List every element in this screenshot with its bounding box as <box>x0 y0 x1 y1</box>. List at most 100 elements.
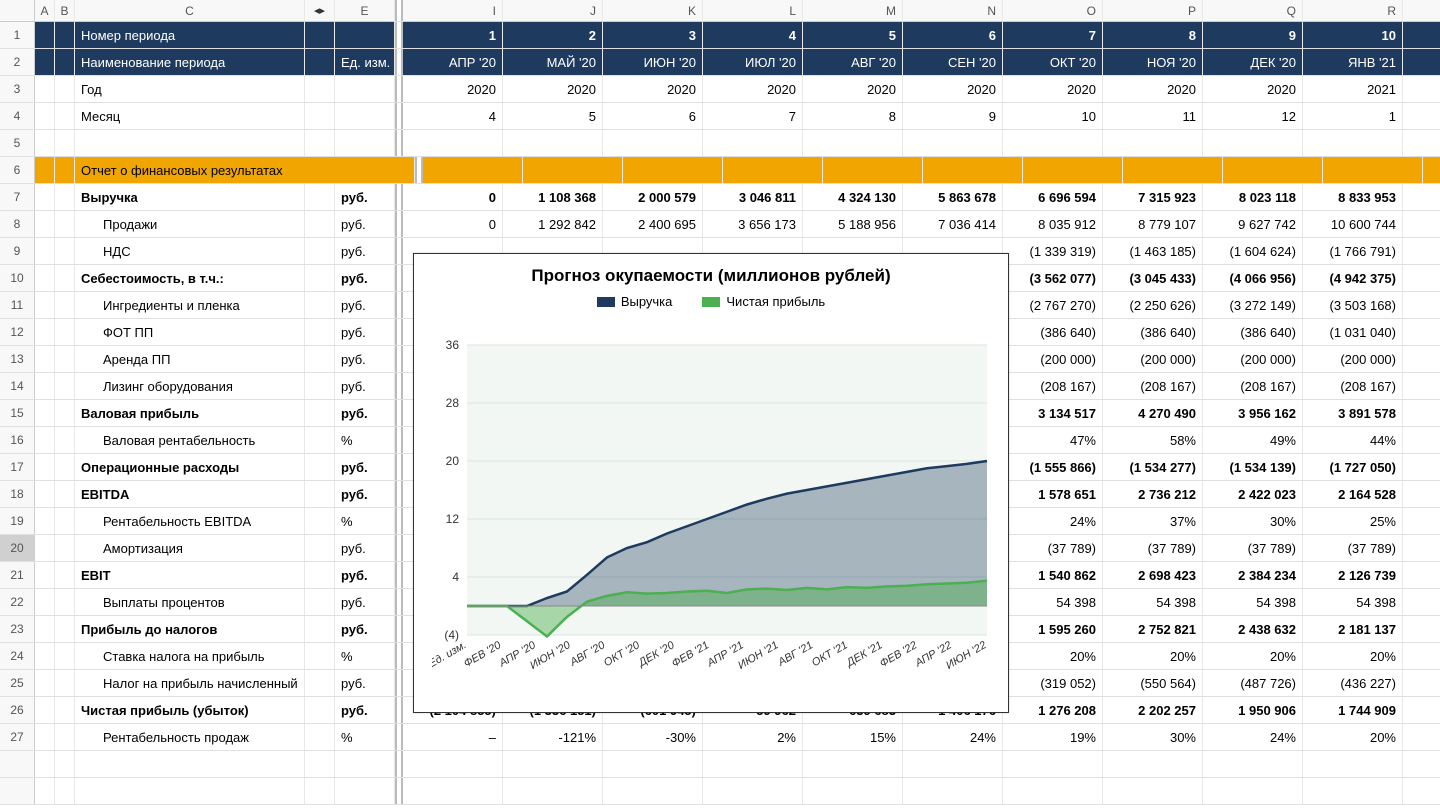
value-cell[interactable]: 20% <box>1303 724 1403 750</box>
cell[interactable] <box>55 697 75 723</box>
value-cell-overflow[interactable]: 1 4 <box>1403 481 1440 507</box>
value-cell[interactable]: (1 727 050) <box>1303 454 1403 480</box>
value-cell[interactable]: 30% <box>1103 724 1203 750</box>
row-number[interactable]: 16 <box>0 427 35 453</box>
cell[interactable] <box>55 643 75 669</box>
cell[interactable] <box>1023 157 1123 183</box>
row-number[interactable] <box>0 778 35 804</box>
value-cell-overflow[interactable] <box>1403 130 1440 156</box>
value-cell[interactable]: (3 045 433) <box>1103 265 1203 291</box>
row-number[interactable] <box>0 751 35 777</box>
period-header[interactable]: 1 <box>403 22 503 48</box>
row-number[interactable]: 22 <box>0 589 35 615</box>
value-cell[interactable]: 6 696 594 <box>1003 184 1103 210</box>
row-number[interactable]: 19 <box>0 508 35 534</box>
row-number[interactable]: 13 <box>0 346 35 372</box>
value-cell[interactable]: 5 188 956 <box>803 211 903 237</box>
value-cell[interactable]: 2 126 739 <box>1303 562 1403 588</box>
row-label[interactable]: ФОТ ПП <box>75 319 305 345</box>
cell[interactable] <box>1003 778 1103 804</box>
value-cell[interactable]: 2020 <box>403 76 503 102</box>
value-cell[interactable]: 3 656 173 <box>703 211 803 237</box>
value-cell[interactable]: 1 <box>1303 103 1403 129</box>
cell[interactable] <box>55 535 75 561</box>
value-cell-overflow[interactable]: (6 1 <box>1403 265 1440 291</box>
row-number[interactable]: 14 <box>0 373 35 399</box>
cell[interactable] <box>1323 157 1423 183</box>
row-number[interactable]: 12 <box>0 319 35 345</box>
cell[interactable] <box>1223 157 1323 183</box>
cell[interactable] <box>305 724 335 750</box>
row-label[interactable]: Ингредиенты и пленка <box>75 292 305 318</box>
value-cell[interactable]: 2020 <box>1203 76 1303 102</box>
value-cell[interactable]: 1 595 260 <box>1003 616 1103 642</box>
value-cell-overflow[interactable]: 1 5 <box>1403 697 1440 723</box>
col-header-B[interactable]: B <box>55 0 75 22</box>
cell[interactable] <box>35 724 55 750</box>
value-cell[interactable]: (208 167) <box>1003 373 1103 399</box>
value-cell[interactable]: 1 108 368 <box>503 184 603 210</box>
value-cell[interactable]: (1 339 319) <box>1003 238 1103 264</box>
value-cell[interactable]: 2 164 528 <box>1303 481 1403 507</box>
value-cell[interactable]: 2020 <box>903 76 1003 102</box>
value-cell-overflow[interactable] <box>1403 724 1440 750</box>
value-cell[interactable]: 30% <box>1203 508 1303 534</box>
row-label[interactable]: Выплаты процентов <box>75 589 305 615</box>
value-cell[interactable]: 37% <box>1103 508 1203 534</box>
value-cell[interactable]: (208 167) <box>1303 373 1403 399</box>
unit-cell[interactable]: руб. <box>335 400 395 426</box>
cell[interactable] <box>305 670 335 696</box>
value-cell[interactable]: (1 463 185) <box>1103 238 1203 264</box>
value-cell[interactable]: 24% <box>1003 508 1103 534</box>
col-header-L[interactable]: L <box>703 0 803 22</box>
cell[interactable] <box>903 778 1003 804</box>
cell[interactable] <box>35 562 55 588</box>
cell[interactable] <box>403 778 503 804</box>
value-cell-overflow[interactable]: 3 4 <box>1403 400 1440 426</box>
value-cell[interactable] <box>1203 130 1303 156</box>
value-cell[interactable]: 20% <box>1203 643 1303 669</box>
value-cell[interactable]: 24% <box>1203 724 1303 750</box>
value-cell-overflow[interactable]: 9 5 <box>1403 184 1440 210</box>
cell[interactable] <box>305 589 335 615</box>
cell[interactable] <box>305 778 335 804</box>
cell[interactable] <box>55 157 75 183</box>
cell[interactable] <box>55 373 75 399</box>
value-cell[interactable] <box>1303 130 1403 156</box>
value-cell[interactable]: 1 578 651 <box>1003 481 1103 507</box>
value-cell-overflow[interactable]: (2 <box>1403 346 1440 372</box>
cell[interactable] <box>603 751 703 777</box>
row-label[interactable]: Выручка <box>75 184 305 210</box>
cell[interactable] <box>723 157 823 183</box>
cell[interactable] <box>35 481 55 507</box>
cell[interactable] <box>55 427 75 453</box>
cell[interactable] <box>305 319 335 345</box>
value-cell[interactable]: 4 324 130 <box>803 184 903 210</box>
value-cell[interactable]: 5 <box>503 103 603 129</box>
cell[interactable] <box>55 49 75 75</box>
value-cell[interactable]: 2020 <box>503 76 603 102</box>
row-label[interactable]: Аренда ПП <box>75 346 305 372</box>
cell[interactable] <box>1403 751 1440 777</box>
cell[interactable] <box>1403 49 1440 75</box>
period-header[interactable]: АВГ '20 <box>803 49 903 75</box>
cell[interactable] <box>35 130 55 156</box>
unit-cell[interactable]: руб. <box>335 481 395 507</box>
value-cell-overflow[interactable]: 11 4 <box>1403 211 1440 237</box>
cell[interactable] <box>305 616 335 642</box>
value-cell-overflow[interactable]: (1 1 <box>1403 319 1440 345</box>
col-header-O[interactable]: O <box>1003 0 1103 22</box>
cell[interactable] <box>923 157 1023 183</box>
value-cell[interactable]: 2 384 234 <box>1203 562 1303 588</box>
cell[interactable] <box>35 373 55 399</box>
cell[interactable] <box>35 103 55 129</box>
period-header[interactable]: 6 <box>903 22 1003 48</box>
value-cell[interactable]: 49% <box>1203 427 1303 453</box>
value-cell[interactable]: (37 789) <box>1203 535 1303 561</box>
value-cell[interactable]: 19% <box>1003 724 1103 750</box>
value-cell[interactable]: 2% <box>703 724 803 750</box>
cell[interactable] <box>55 346 75 372</box>
value-cell[interactable]: 8 779 107 <box>1103 211 1203 237</box>
value-cell[interactable]: (4 942 375) <box>1303 265 1403 291</box>
row-label[interactable]: Налог на прибыль начисленный <box>75 670 305 696</box>
